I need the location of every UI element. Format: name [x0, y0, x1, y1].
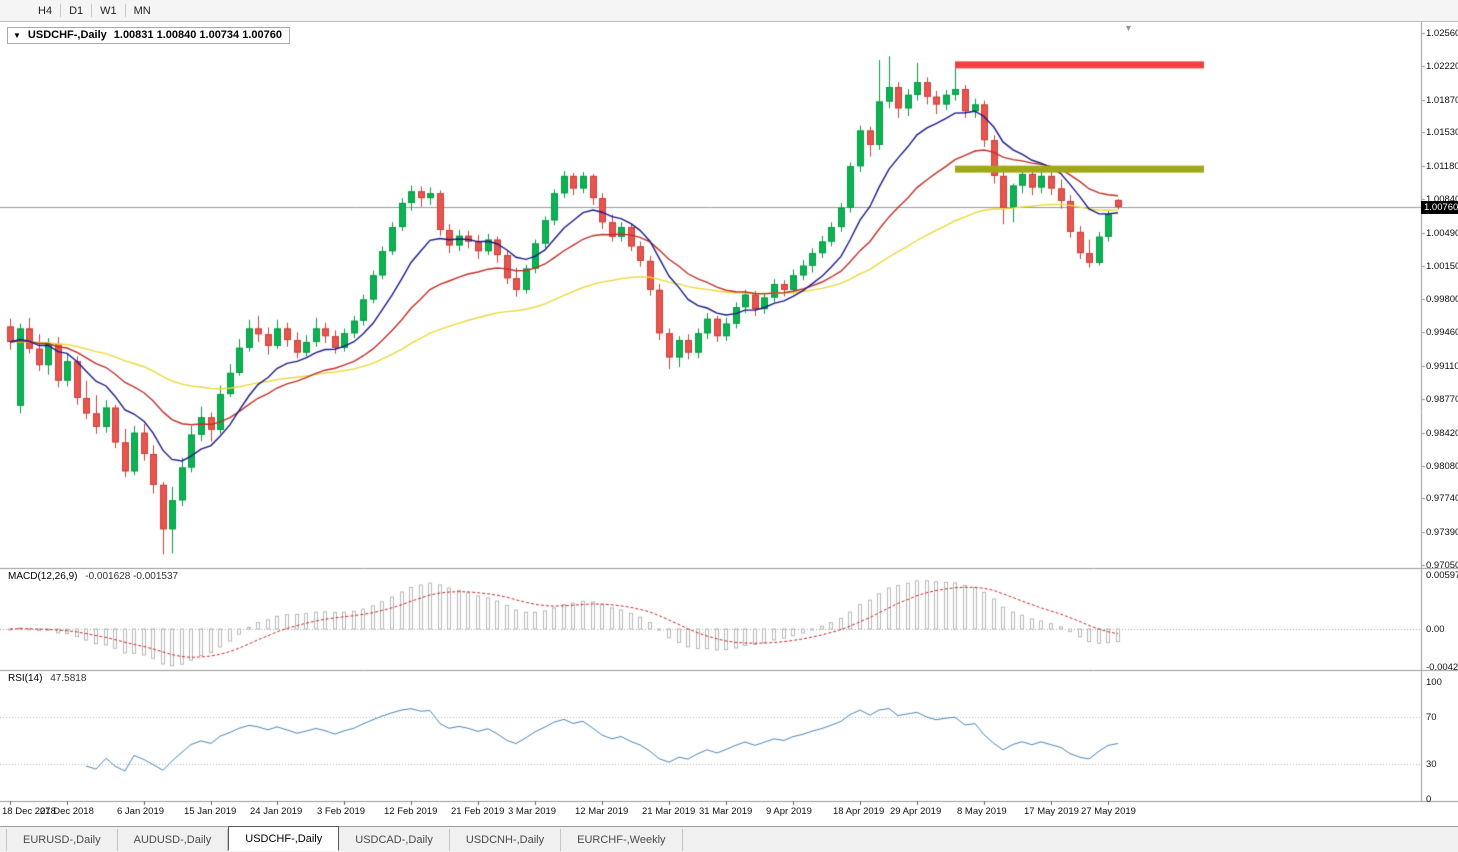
date-axis-label: 18 Dec 2018 [2, 806, 56, 817]
price-axis-label: 1.01870 [1426, 94, 1458, 106]
tab-audusd-daily[interactable]: AUDUSD-,Daily [118, 828, 229, 851]
date-axis-label: 6 Jan 2019 [117, 806, 165, 817]
date-axis-label: 8 May 2019 [957, 806, 1007, 817]
date-axis-label: 18 Apr 2019 [833, 806, 885, 817]
toolbar-separator [91, 4, 93, 17]
price-axis-label: 1.01180 [1426, 161, 1458, 173]
tab-usdcad-daily[interactable]: USDCAD-,Daily [339, 828, 450, 851]
price-axis-label: 0.97050 [1426, 560, 1458, 571]
rsi-axis-label: 30 [1426, 758, 1437, 770]
tab-eurusd-daily[interactable]: EURUSD-,Daily [6, 828, 118, 851]
date-axis-label: 27 Dec 2018 [40, 806, 94, 817]
timeframe-toolbar: H4 D1 W1 MN [0, 0, 1458, 22]
tab-usdcnh-daily[interactable]: USDCNH-,Daily [450, 828, 562, 851]
price-axis-label: 0.99800 [1426, 294, 1458, 306]
rsi-name: RSI(14) [8, 673, 43, 684]
macd-axis-label: 0.00597 [1426, 570, 1458, 581]
rsi-axis-label: 0 [1426, 794, 1432, 805]
rsi-value: 47.5818 [50, 673, 87, 684]
macd-axis-label: -0.00424 [1426, 662, 1458, 674]
rsi-axis-label: 100 [1426, 677, 1442, 688]
chart-title-box: ▼ USDCHF-,Daily 1.00831 1.00840 1.00734 … [7, 27, 290, 44]
chart-ohlc-values: 1.00831 1.00840 1.00734 1.00760 [113, 29, 282, 41]
price-axis-label: 1.00490 [1426, 227, 1458, 239]
date-axis-label: 3 Feb 2019 [317, 806, 366, 817]
current-price-badge: 1.00760 [1421, 200, 1458, 214]
price-axis-label: 1.00150 [1426, 260, 1458, 272]
date-axis-label: 9 Apr 2019 [766, 806, 812, 817]
chart-shift-marker-icon[interactable]: ▼ [1124, 23, 1133, 33]
date-axis-label: 12 Mar 2019 [575, 806, 629, 817]
date-axis-label: 21 Feb 2019 [451, 806, 505, 817]
date-axis-label: 29 Apr 2019 [890, 806, 942, 817]
macd-name: MACD(12,26,9) [8, 571, 78, 582]
price-axis-label: 0.98770 [1426, 393, 1458, 405]
price-axis-label: 0.97390 [1426, 527, 1458, 539]
date-axis-label: 3 Mar 2019 [508, 806, 557, 817]
price-axis-label: 1.02560 [1426, 28, 1458, 39]
timeframe-d1-button[interactable]: D1 [69, 4, 84, 17]
timeframe-h4-button[interactable]: H4 [38, 4, 53, 17]
price-axis-label: 0.99460 [1426, 327, 1458, 339]
price-axis-label: 1.00840 [1426, 194, 1458, 206]
timeframe-w1-button[interactable]: W1 [100, 4, 117, 17]
toolbar-separator [124, 4, 126, 17]
date-axis-label: 27 May 2019 [1081, 806, 1136, 817]
macd-axis-label: 0.00 [1426, 624, 1445, 635]
chart-tab-bar: EURUSD-,Daily AUDUSD-,Daily USDCHF-,Dail… [0, 826, 1458, 852]
price-axis-label: 1.01530 [1426, 127, 1458, 139]
date-axis-label: 31 Mar 2019 [699, 806, 753, 817]
date-axis-label: 12 Feb 2019 [384, 806, 438, 817]
tab-usdchf-daily[interactable]: USDCHF-,Daily [228, 826, 340, 851]
macd-values: -0.001628 -0.001537 [85, 571, 179, 582]
price-axis-label: 0.98420 [1426, 427, 1458, 439]
price-axis-label: 0.97740 [1426, 493, 1458, 505]
macd-indicator-label: MACD(12,26,9) -0.001628 -0.001537 [8, 571, 178, 582]
price-axis-label: 1.02220 [1426, 60, 1458, 72]
date-axis-label: 15 Jan 2019 [184, 806, 237, 817]
date-axis-label: 24 Jan 2019 [250, 806, 303, 817]
price-axis-label: 0.99110 [1426, 361, 1458, 373]
rsi-axis-label: 70 [1426, 712, 1437, 724]
rsi-indicator-label: RSI(14) 47.5818 [8, 673, 86, 684]
tab-eurchf-weekly[interactable]: EURCHF-,Weekly [561, 828, 683, 851]
timeframe-mn-button[interactable]: MN [133, 4, 151, 17]
date-axis-label: 17 May 2019 [1024, 806, 1079, 817]
price-axis-label: 0.98080 [1426, 460, 1458, 472]
symbol-dropdown-icon[interactable]: ▼ [13, 30, 21, 40]
toolbar-separator [60, 4, 62, 17]
chart-symbol-period-label: USDCHF-,Daily [27, 29, 107, 41]
date-axis-label: 21 Mar 2019 [642, 806, 696, 817]
